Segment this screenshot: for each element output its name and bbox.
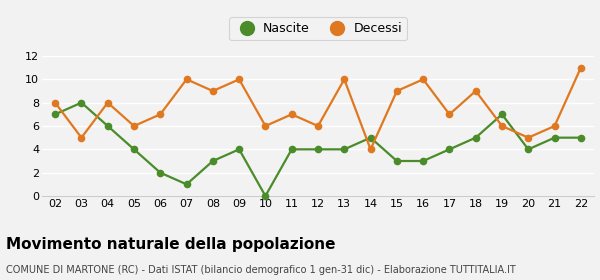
Decessi	[183, 78, 190, 81]
Nascite	[367, 136, 374, 139]
Decessi	[52, 101, 59, 104]
Nascite	[314, 148, 322, 151]
Decessi	[551, 124, 558, 128]
Nascite	[183, 183, 190, 186]
Nascite	[262, 194, 269, 198]
Nascite	[524, 148, 532, 151]
Line: Nascite: Nascite	[52, 100, 584, 199]
Nascite	[393, 159, 400, 163]
Decessi	[393, 89, 400, 93]
Nascite	[104, 124, 112, 128]
Nascite	[499, 113, 506, 116]
Nascite	[52, 113, 59, 116]
Legend: Nascite, Decessi: Nascite, Decessi	[229, 17, 407, 40]
Decessi	[367, 148, 374, 151]
Decessi	[157, 113, 164, 116]
Nascite	[209, 159, 217, 163]
Decessi	[104, 101, 112, 104]
Nascite	[157, 171, 164, 174]
Decessi	[577, 66, 584, 69]
Nascite	[419, 159, 427, 163]
Nascite	[236, 148, 243, 151]
Decessi	[236, 78, 243, 81]
Decessi	[288, 113, 295, 116]
Decessi	[472, 89, 479, 93]
Nascite	[472, 136, 479, 139]
Decessi	[341, 78, 348, 81]
Nascite	[446, 148, 453, 151]
Text: COMUNE DI MARTONE (RC) - Dati ISTAT (bilancio demografico 1 gen-31 dic) - Elabor: COMUNE DI MARTONE (RC) - Dati ISTAT (bil…	[6, 265, 516, 275]
Text: Movimento naturale della popolazione: Movimento naturale della popolazione	[6, 237, 335, 252]
Decessi	[209, 89, 217, 93]
Nascite	[551, 136, 558, 139]
Nascite	[78, 101, 85, 104]
Decessi	[262, 124, 269, 128]
Decessi	[499, 124, 506, 128]
Decessi	[314, 124, 322, 128]
Decessi	[446, 113, 453, 116]
Decessi	[130, 124, 137, 128]
Decessi	[78, 136, 85, 139]
Nascite	[130, 148, 137, 151]
Nascite	[288, 148, 295, 151]
Nascite	[577, 136, 584, 139]
Line: Decessi: Decessi	[52, 65, 584, 152]
Nascite	[341, 148, 348, 151]
Decessi	[419, 78, 427, 81]
Decessi	[524, 136, 532, 139]
